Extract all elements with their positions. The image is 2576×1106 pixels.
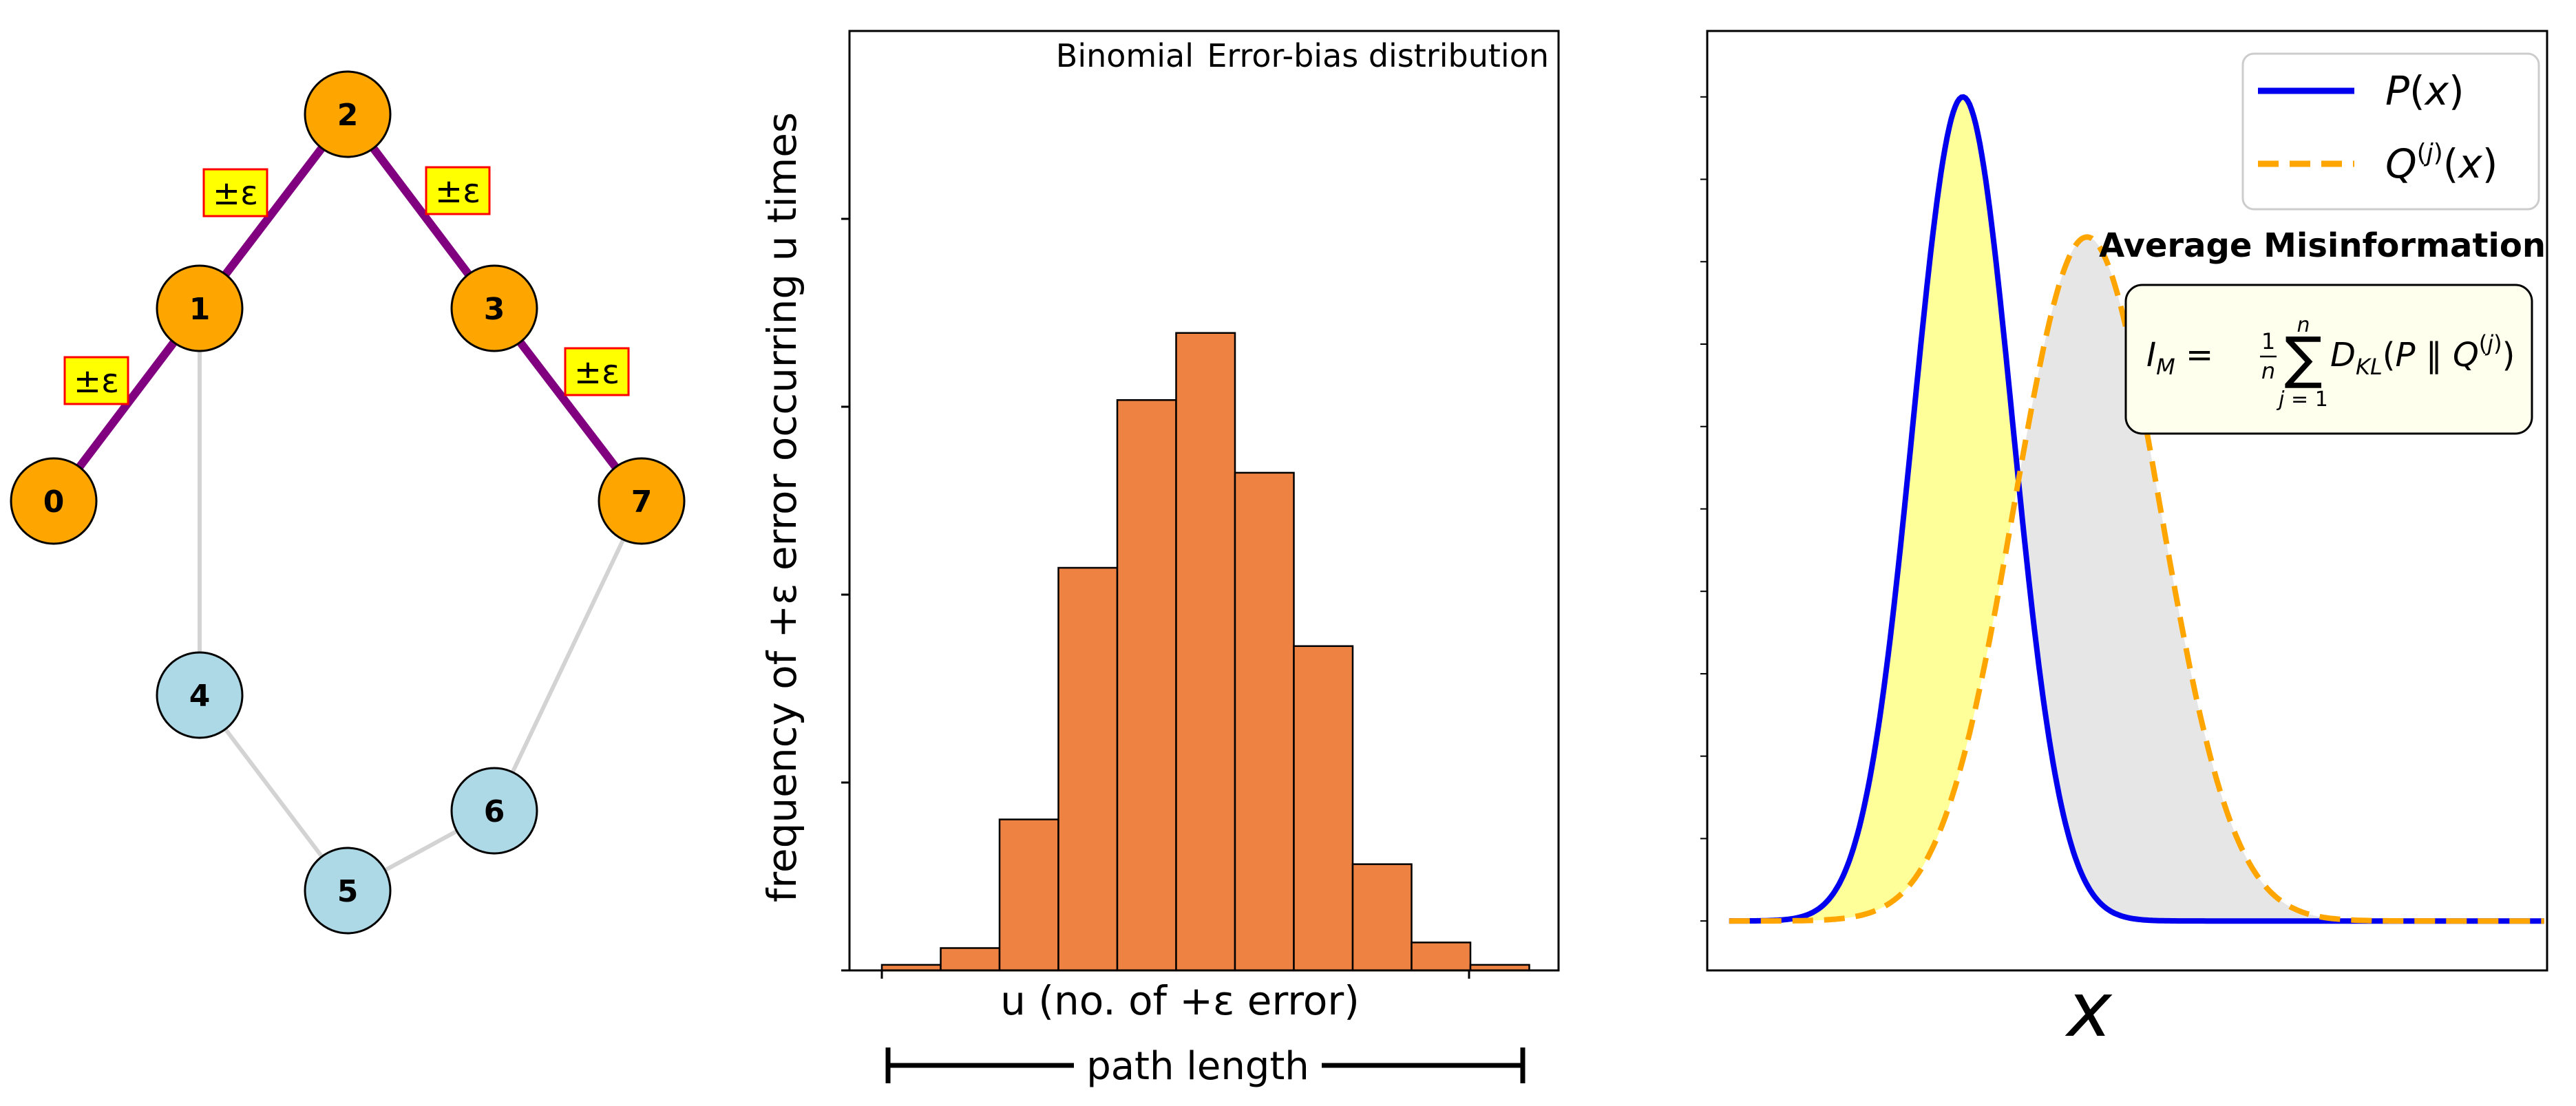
histogram-title: Error-bias distribution: [1207, 37, 1549, 74]
edge-label-3-7: ±ε: [574, 353, 620, 392]
series-line-p: [1729, 94, 2544, 924]
node-label-1: 1: [189, 292, 211, 327]
node-1: [156, 264, 244, 352]
node-label-0: 0: [43, 485, 65, 520]
edge-label-box-0-1: [63, 356, 129, 405]
node-3: [450, 264, 538, 352]
node-0: [10, 457, 98, 545]
legend-label-q: Q(j)(x): [2385, 139, 2498, 187]
formula-fraction-num: 1: [2261, 328, 2275, 354]
edge-6-7: [492, 500, 644, 812]
histogram-frame: [848, 30, 1560, 972]
graph-nodes: 0 1 2 3 7 4 5 6: [10, 70, 686, 935]
histogram-bar: [1057, 566, 1119, 972]
histogram-x-ticks: [880, 970, 1470, 979]
node-label-7: 7: [631, 485, 653, 520]
histogram-title-binomial: Binomial: [1056, 37, 1194, 74]
histogram-bar: [1293, 645, 1354, 972]
histogram-y-axis-label: frequency of +ε error occurring u times: [759, 112, 805, 902]
histogram-bar: [940, 947, 1001, 972]
path-length-bracket: path length: [885, 1044, 1525, 1089]
graph-edges: [50, 111, 645, 893]
q-area-fill: [2018, 237, 2544, 922]
histogram-bar: [1234, 471, 1295, 972]
edge-label-box-3-7: [564, 347, 630, 396]
node-6: [450, 767, 538, 855]
legend: P(x) Q(j)(x): [2241, 52, 2540, 211]
node-2: [304, 70, 392, 158]
node-label-6: 6: [484, 794, 505, 829]
graph-edge-labels: ±ε ±ε ±ε ±ε: [63, 166, 630, 405]
node-label-4: 4: [189, 679, 211, 714]
node-7: [598, 457, 686, 545]
edge-label-box-1-2: [202, 168, 268, 217]
formula-sum-lower: j = 1: [2276, 387, 2328, 412]
formula-text: IM =: [2146, 336, 2213, 380]
node-label-5: 5: [337, 874, 359, 909]
formula-sum-upper: n: [2297, 313, 2310, 337]
histogram-panel: Binomial Error-bias distribution u (no. …: [759, 30, 1560, 1089]
node-label-3: 3: [484, 292, 505, 327]
formula-fraction-den: n: [2261, 358, 2275, 384]
histogram-bar: [1116, 399, 1177, 972]
annotation-title: Average Misinformation: [2099, 226, 2546, 265]
histogram-bars: [880, 332, 1530, 972]
p-area-fill: [1729, 96, 2017, 922]
histogram-bar: [998, 818, 1059, 972]
distribution-panel: x P(x) Q(j)(x) Average Misinformation IM…: [1700, 30, 2548, 1054]
node-4: [156, 651, 244, 739]
histogram-y-ticks: [841, 217, 849, 972]
distribution-y-ticks: [1700, 96, 1707, 922]
node-5: [304, 847, 392, 935]
bracket-label: path length: [1086, 1044, 1309, 1089]
histogram-bar: [1411, 942, 1472, 972]
formula-box: IM = 1 n n ∑ j = 1 DKL(P ‖ Q(j)): [2124, 284, 2533, 435]
histogram-x-axis-label: u (no. of +ε error): [1000, 977, 1360, 1024]
graph-panel: 0 1 2 3 7 4 5 6 ±ε ±ε ±ε ±ε: [10, 70, 686, 935]
formula-sum-sign: ∑: [2284, 326, 2322, 391]
distribution-frame: [1706, 30, 2548, 972]
edge-label-2-3: ±ε: [435, 172, 481, 211]
histogram-bar: [1175, 332, 1236, 972]
histogram-bar: [1351, 863, 1413, 972]
edge-label-0-1: ±ε: [74, 362, 119, 401]
node-label-2: 2: [337, 98, 359, 133]
formula-background: [2124, 284, 2533, 435]
distribution-x-axis-label: x: [2065, 966, 2113, 1054]
edge-label-1-2: ±ε: [213, 174, 258, 213]
legend-label-p: P(x): [2385, 67, 2464, 114]
edge-label-box-2-3: [425, 166, 491, 215]
